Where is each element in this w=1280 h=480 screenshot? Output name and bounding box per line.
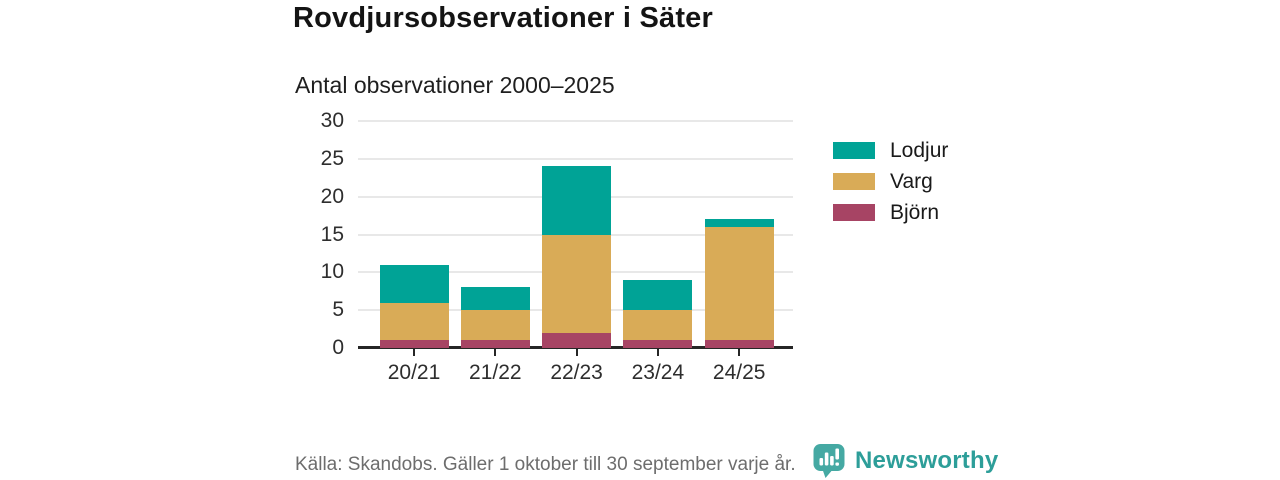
gridline <box>358 120 793 122</box>
legend-swatch-icon <box>833 142 875 159</box>
bar-segment-björn <box>379 340 449 348</box>
chart-subtitle: Antal observationer 2000–2025 <box>295 72 615 98</box>
legend-item-björn: Björn <box>833 201 948 224</box>
legend-label: Lodjur <box>890 139 949 162</box>
x-tick-label: 23/24 <box>631 361 685 384</box>
y-tick-label: 25 <box>320 146 344 170</box>
brand: Newsworthy <box>812 443 998 479</box>
x-tick <box>738 349 741 356</box>
legend-item-varg: Varg <box>833 170 948 193</box>
legend-label: Björn <box>890 201 940 224</box>
legend-label: Varg <box>890 170 933 193</box>
y-tick-label: 0 <box>332 336 344 359</box>
y-tick-label: 30 <box>320 109 344 132</box>
y-tick-label: 20 <box>320 184 344 208</box>
source-note: Källa: Skandobs. Gäller 1 oktober till 3… <box>295 454 796 475</box>
chart-title: Rovdjursobservationer i Säter <box>293 2 713 34</box>
bar-segment-lodjur <box>460 287 530 311</box>
x-tick <box>494 349 497 356</box>
bar-segment-varg <box>460 310 530 341</box>
bar-segment-lodjur <box>542 166 612 235</box>
x-tick <box>413 349 415 356</box>
legend: Lodjur Varg Björn <box>833 139 949 235</box>
bar-segment-varg <box>704 226 774 341</box>
bar-segment-lodjur <box>379 264 449 303</box>
x-tick-label: 20/21 <box>387 361 441 384</box>
x-tick-label: 21/22 <box>469 361 522 384</box>
bar-segment-björn <box>704 340 774 348</box>
gridline <box>358 157 793 160</box>
bar-segment-björn <box>460 340 530 348</box>
x-tick-label: 22/23 <box>550 361 603 384</box>
x-tick-label: 24/25 <box>712 361 766 384</box>
y-tick-label: 5 <box>332 298 344 322</box>
x-tick <box>575 349 578 356</box>
x-tick <box>656 349 659 356</box>
legend-swatch-icon <box>833 173 875 190</box>
bar-segment-lodjur <box>704 219 774 227</box>
bar-segment-björn <box>542 332 612 348</box>
plot-area: 0 5 10 15 20 25 30 20/21 21/22 22/23 23/24 24/25 <box>321 109 793 384</box>
y-tick-label: 15 <box>320 222 344 246</box>
bar-segment-varg <box>542 234 612 333</box>
brand-name: Newsworthy <box>855 447 999 474</box>
bar-segment-varg <box>379 302 449 341</box>
legend-item-lodjur: Lodjur <box>833 139 949 162</box>
legend-swatch-icon <box>833 204 875 221</box>
newsworthy-logo-icon <box>813 444 845 478</box>
y-tick-label: 10 <box>320 260 344 284</box>
gridline <box>358 233 793 236</box>
bar-segment-björn <box>623 340 693 348</box>
bar-segment-varg <box>623 310 693 341</box>
bar-segment-lodjur <box>623 279 693 311</box>
